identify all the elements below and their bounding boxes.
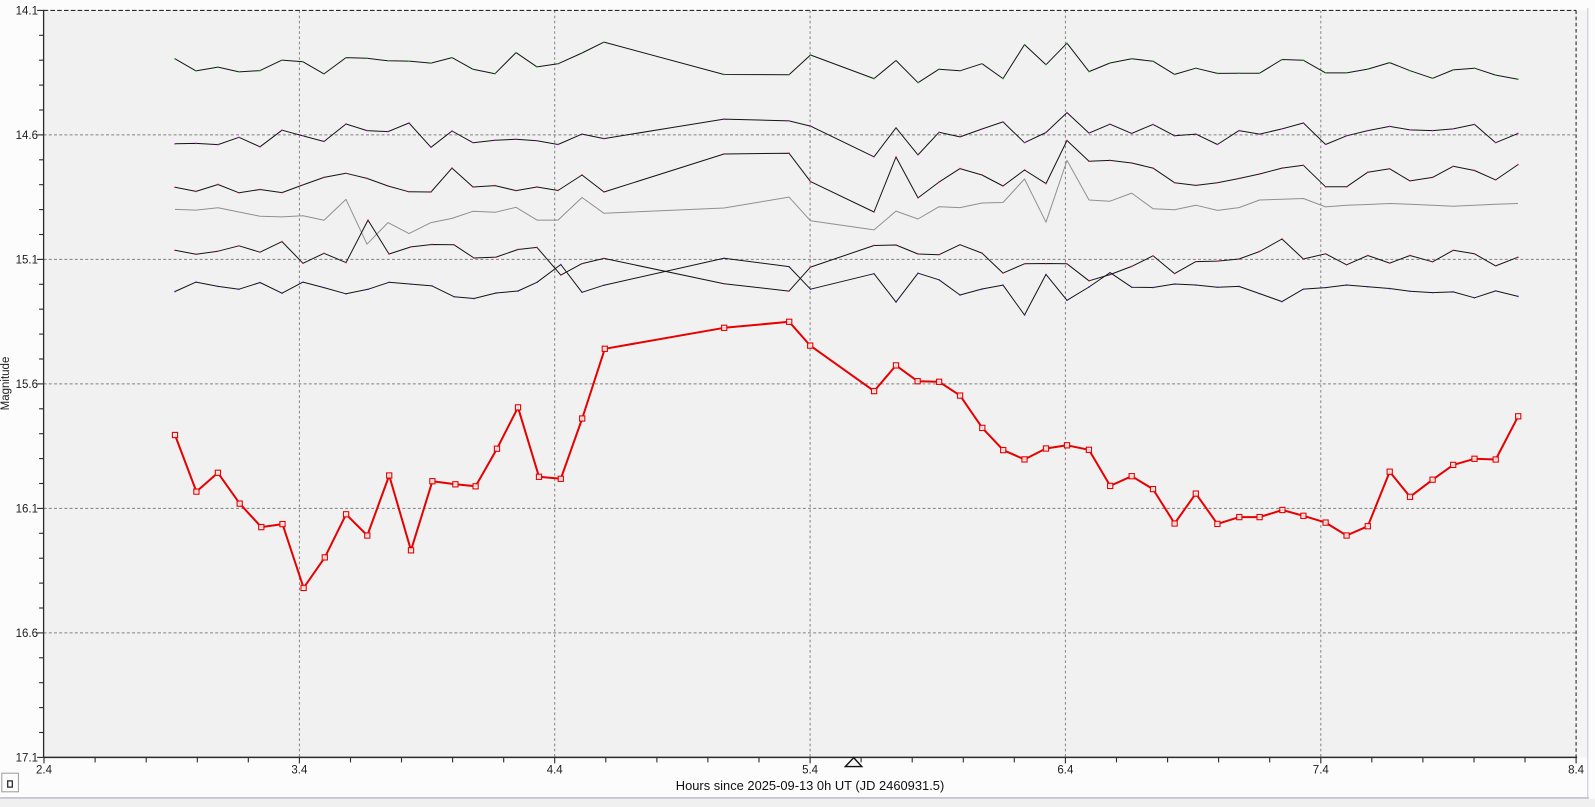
svg-text:7.4: 7.4 [1313, 765, 1330, 777]
svg-text:4.4: 4.4 [547, 765, 564, 777]
svg-text:2.4: 2.4 [36, 765, 53, 777]
svg-text:17.1: 17.1 [16, 752, 38, 764]
svg-text:15.6: 15.6 [16, 379, 38, 391]
svg-text:14.6: 14.6 [16, 130, 38, 142]
svg-text:15.1: 15.1 [16, 254, 38, 266]
svg-text:Magnitude: Magnitude [0, 357, 12, 411]
svg-text:16.1: 16.1 [16, 503, 38, 515]
svg-text:14.1: 14.1 [16, 5, 38, 17]
svg-text:5.4: 5.4 [802, 765, 819, 777]
svg-text:Hours since 2025-09-13 0h UT (: Hours since 2025-09-13 0h UT (JD 2460931… [676, 778, 944, 793]
svg-text:3.4: 3.4 [291, 765, 308, 777]
svg-text:8.4: 8.4 [1568, 765, 1585, 777]
svg-text:16.6: 16.6 [16, 628, 38, 640]
svg-text:6.4: 6.4 [1057, 765, 1074, 777]
